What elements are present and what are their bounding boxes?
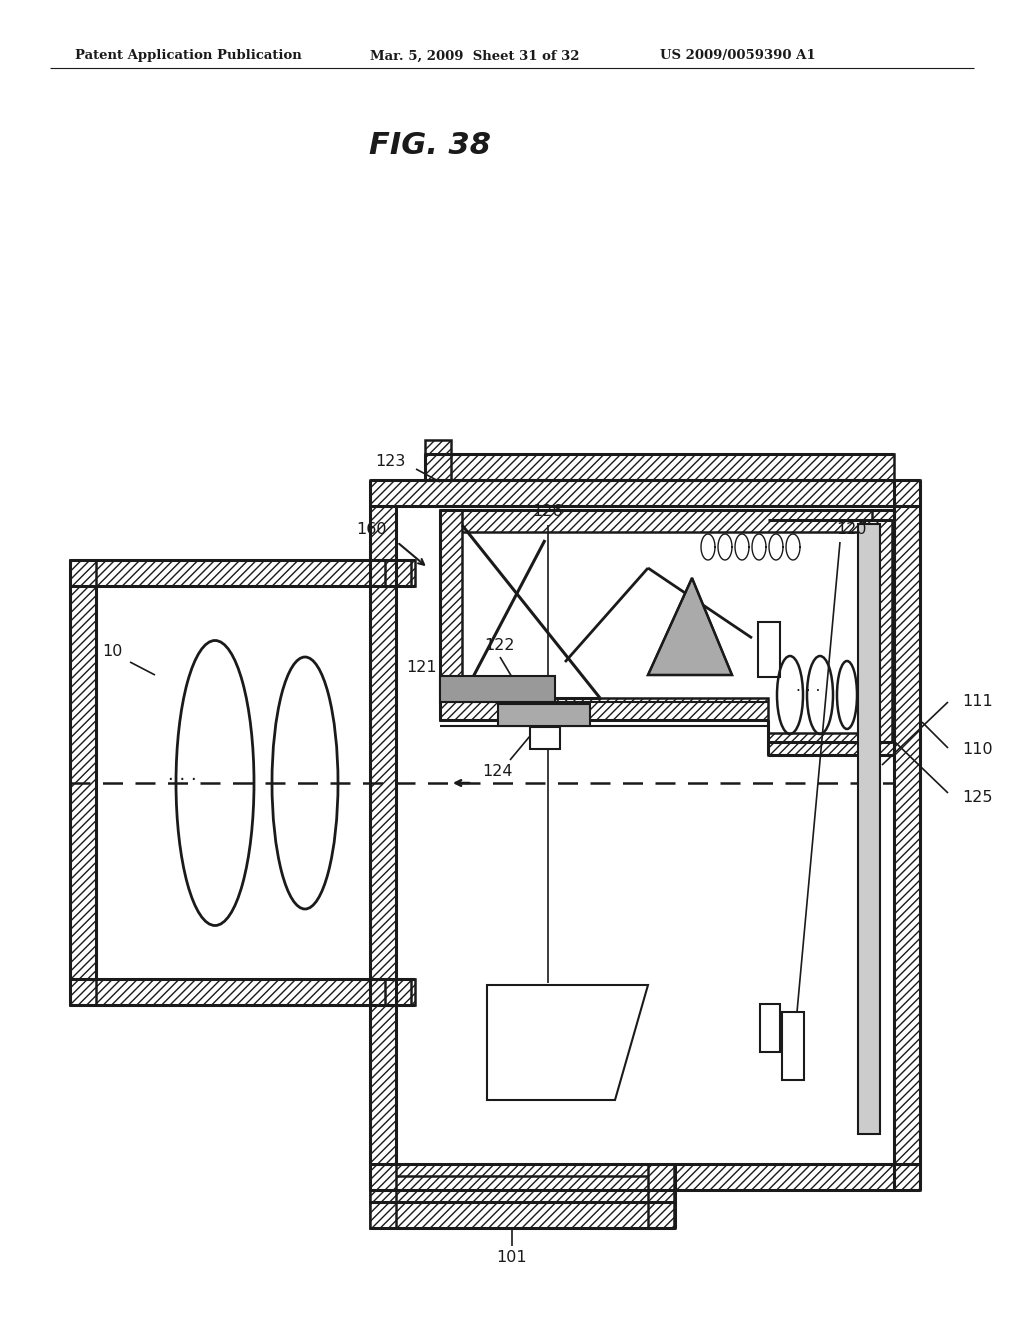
Bar bbox=[648, 1164, 674, 1228]
Bar bbox=[370, 506, 396, 1164]
Text: 160: 160 bbox=[356, 523, 387, 537]
Bar bbox=[370, 480, 920, 506]
Text: 101: 101 bbox=[497, 1250, 527, 1266]
Text: 123: 123 bbox=[375, 454, 406, 470]
Text: FIG. 38: FIG. 38 bbox=[369, 131, 490, 160]
Bar bbox=[440, 698, 768, 719]
Text: 111: 111 bbox=[962, 694, 992, 710]
Bar bbox=[370, 1203, 675, 1228]
Text: 126: 126 bbox=[532, 504, 563, 520]
Bar bbox=[440, 676, 555, 702]
Text: Patent Application Publication: Patent Application Publication bbox=[75, 49, 302, 62]
Text: 110: 110 bbox=[962, 742, 992, 758]
Text: 124: 124 bbox=[482, 764, 513, 780]
Bar bbox=[370, 1164, 920, 1191]
Bar bbox=[425, 440, 451, 480]
Bar bbox=[385, 979, 411, 1005]
Bar bbox=[894, 506, 920, 1164]
Polygon shape bbox=[648, 578, 732, 675]
Text: 120: 120 bbox=[837, 523, 867, 537]
Text: 121: 121 bbox=[407, 660, 437, 676]
Text: · · ·: · · · bbox=[796, 685, 820, 700]
Text: Mar. 5, 2009  Sheet 31 of 32: Mar. 5, 2009 Sheet 31 of 32 bbox=[370, 49, 580, 62]
Bar bbox=[70, 560, 96, 1005]
Bar bbox=[760, 1005, 780, 1052]
Bar bbox=[858, 524, 880, 1134]
Text: 10: 10 bbox=[101, 644, 122, 660]
Text: 125: 125 bbox=[962, 791, 992, 805]
Bar bbox=[370, 1164, 396, 1228]
Text: · · ·: · · · bbox=[168, 771, 197, 789]
Bar bbox=[70, 979, 415, 1005]
Bar bbox=[758, 622, 780, 677]
Text: US 2009/0059390 A1: US 2009/0059390 A1 bbox=[660, 49, 816, 62]
Bar bbox=[370, 1176, 675, 1203]
Bar bbox=[70, 560, 415, 586]
Bar bbox=[872, 510, 894, 755]
Bar bbox=[440, 510, 462, 719]
Bar bbox=[425, 454, 894, 480]
Polygon shape bbox=[487, 985, 648, 1100]
Bar bbox=[498, 704, 590, 726]
Text: 122: 122 bbox=[484, 638, 515, 652]
Bar bbox=[385, 560, 411, 586]
Bar bbox=[440, 510, 894, 532]
Bar bbox=[768, 733, 872, 755]
Bar bbox=[782, 1012, 804, 1080]
Bar bbox=[864, 520, 892, 742]
Bar bbox=[530, 727, 560, 748]
